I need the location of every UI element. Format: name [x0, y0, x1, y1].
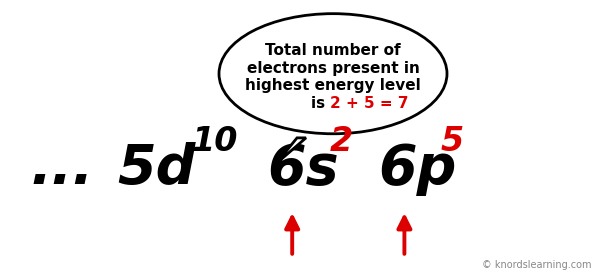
Text: © knordslearning.com: © knordslearning.com	[482, 260, 591, 270]
Text: Total number of: Total number of	[265, 43, 401, 58]
Text: 5d: 5d	[117, 142, 196, 196]
Text: 6s: 6s	[267, 142, 338, 196]
Text: 5: 5	[441, 126, 464, 158]
Text: 2: 2	[330, 126, 353, 158]
Ellipse shape	[219, 14, 447, 134]
Text: 10: 10	[192, 126, 239, 158]
Text: electrons present in: electrons present in	[247, 61, 419, 76]
Text: ...: ...	[30, 142, 94, 196]
Text: 2 + 5 = 7: 2 + 5 = 7	[330, 96, 409, 111]
Text: highest energy level: highest energy level	[245, 79, 421, 93]
Text: 6p: 6p	[378, 142, 457, 196]
Polygon shape	[276, 138, 306, 164]
Text: is: is	[311, 96, 330, 111]
